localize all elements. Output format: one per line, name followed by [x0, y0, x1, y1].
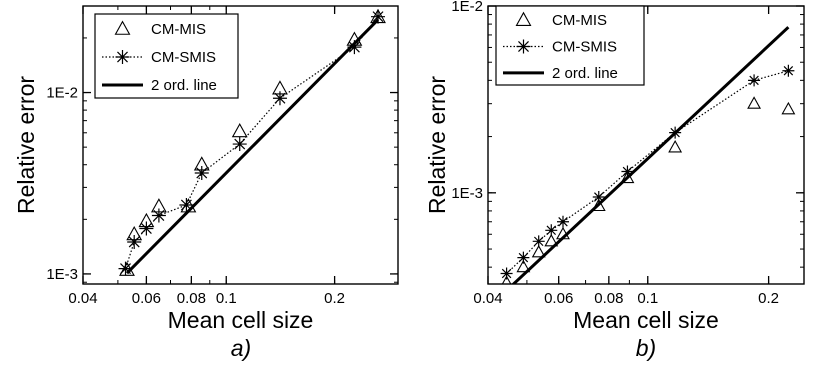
data-point-cm-mis	[747, 96, 762, 109]
data-point-cm-mis	[544, 233, 559, 247]
data-point-cm-mis	[620, 170, 635, 184]
x-tick-label: 0.06	[132, 290, 161, 307]
data-point-cm-smis	[139, 221, 154, 236]
data-point-cm-smis	[748, 74, 761, 87]
y-tick-label: 1E-3	[451, 185, 483, 202]
y-tick-label: 1E-3	[46, 266, 78, 283]
legend-marker-asterisk	[115, 50, 130, 64]
x-tick-label: 0.1	[637, 290, 658, 307]
y-axis-label: Relative error	[13, 76, 39, 214]
data-point-cm-mis	[781, 101, 796, 115]
x-tick-label: 0.04	[473, 290, 502, 307]
chart-panel-a: 0.04 0.06 0.08 0.1 0.2 1E-3 1E-2 Mean cell size…	[13, 5, 399, 361]
legend-label: 2 ord. line	[151, 77, 217, 94]
series-line-2nd-order	[125, 18, 380, 275]
x-tick-label: 0.06	[544, 290, 573, 307]
data-point-cm-smis	[194, 166, 209, 181]
x-tick-label: 0.1	[216, 290, 237, 307]
data-point-cm-smis	[232, 137, 247, 152]
data-point-cm-mis	[668, 139, 683, 153]
data-point-cm-smis	[517, 251, 530, 264]
legend-marker-asterisk	[516, 39, 531, 54]
chart-panel-b: 0.04 0.06 0.08 0.1 0.2 1E-3 1E-2 Mean cell size…	[424, 0, 805, 361]
legend-label: CM-MIS	[151, 21, 206, 38]
data-point-cm-smis	[272, 91, 287, 106]
data-point-cm-mis	[516, 259, 531, 273]
data-point-cm-smis	[782, 64, 795, 77]
x-tick-label: 0.04	[68, 290, 97, 307]
legend-label: CM-SMIS	[151, 49, 216, 66]
legend: CM-MIS CM-SMIS 2 ord. line	[94, 13, 239, 99]
plot-frame	[487, 5, 805, 285]
data-point-cm-smis	[151, 208, 166, 223]
legend-label: CM-MIS	[552, 12, 607, 29]
plot-frame	[82, 5, 399, 285]
data-point-cm-smis	[621, 165, 634, 178]
panel-caption: b)	[636, 335, 656, 361]
x-tick-label: 0.2	[758, 290, 779, 307]
x-tick-label: 0.2	[324, 290, 345, 307]
data-point-cm-smis	[118, 261, 133, 276]
x-axis-label: Mean cell size	[168, 307, 314, 333]
data-series-group	[118, 8, 386, 276]
legend-marker-triangle	[515, 11, 532, 26]
data-point-cm-mis	[231, 122, 248, 138]
data-point-cm-mis	[501, 275, 512, 284]
y-tick-label: 1E-2	[451, 0, 483, 15]
data-point-cm-smis	[127, 234, 142, 249]
data-point-cm-smis	[592, 190, 605, 203]
data-point-cm-smis	[500, 267, 513, 280]
data-point-cm-smis	[179, 197, 194, 212]
series-line-cm-smis	[506, 70, 789, 274]
x-tick-label: 0.08	[594, 290, 623, 307]
data-point-cm-smis	[532, 235, 545, 248]
data-point-cm-smis	[371, 9, 386, 24]
legend: CM-MIS CM-SMIS 2 ord. line	[495, 5, 645, 86]
data-point-cm-mis	[591, 198, 606, 212]
data-point-cm-smis	[545, 224, 558, 237]
series-line-2nd-order	[511, 26, 790, 284]
legend-label: CM-SMIS	[552, 39, 617, 56]
data-point-cm-smis	[347, 40, 362, 55]
data-point-cm-smis	[557, 215, 570, 228]
panel-caption: a)	[231, 335, 251, 361]
data-point-cm-mis	[531, 244, 546, 258]
y-axis-label: Relative error	[424, 76, 450, 214]
legend-marker-triangle	[114, 20, 131, 35]
data-series-group	[500, 26, 796, 284]
legend-label: 2 ord. line	[552, 65, 618, 82]
x-tick-label: 0.08	[177, 290, 206, 307]
y-tick-label: 1E-2	[46, 85, 78, 102]
x-axis-label: Mean cell size	[573, 307, 719, 333]
